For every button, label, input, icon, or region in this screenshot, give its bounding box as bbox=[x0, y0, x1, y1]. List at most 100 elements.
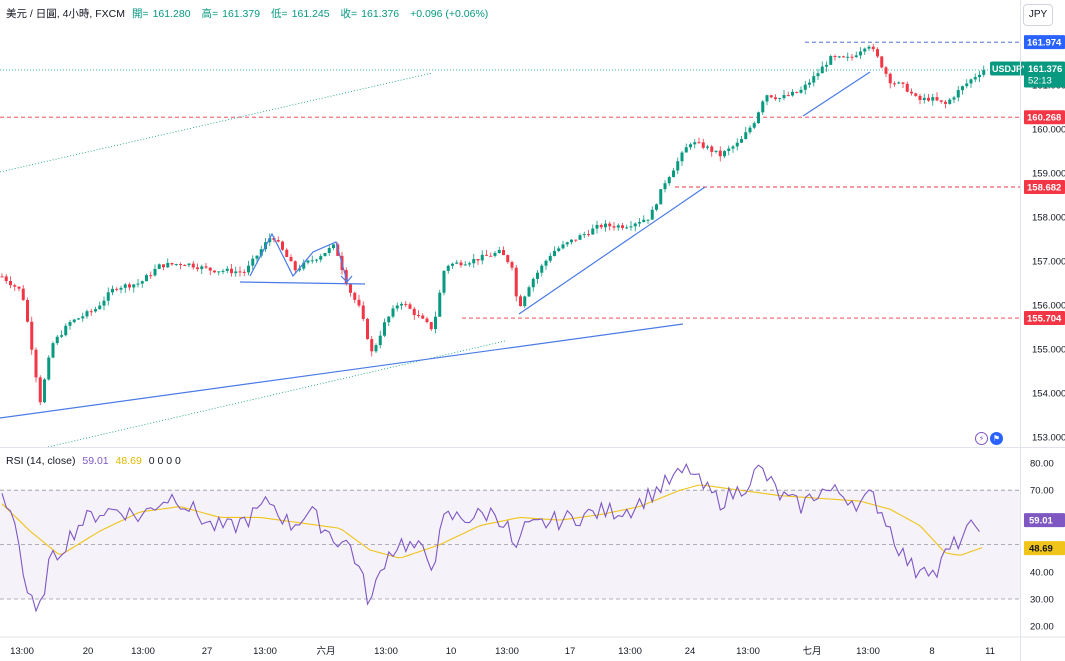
candle-body bbox=[480, 254, 484, 261]
current-price-badge bbox=[1024, 61, 1065, 88]
candle-body bbox=[948, 99, 952, 104]
time-axis[interactable]: 13:00 20 13:00 27 13:00 六月 13:00 10 13:00 17 13:00… bbox=[0, 636, 1065, 661]
candle-body bbox=[612, 226, 616, 228]
candle-body bbox=[281, 241, 284, 250]
candle-body bbox=[672, 170, 675, 178]
candle-body bbox=[383, 322, 386, 336]
candle-body bbox=[527, 287, 531, 297]
candle-body bbox=[642, 219, 646, 223]
candle-body bbox=[89, 311, 93, 313]
candle-body bbox=[238, 271, 242, 273]
rsi-label[interactable]: RSI (14, close) bbox=[6, 455, 76, 467]
candle-body bbox=[591, 228, 595, 235]
candle-body bbox=[153, 268, 157, 276]
candle-body bbox=[391, 308, 395, 317]
rsi-value: 59.01 bbox=[82, 455, 109, 467]
candle-body bbox=[255, 255, 259, 259]
symbol-name[interactable]: 美元 / 日圓, 4小時, FXCM bbox=[6, 8, 126, 20]
candle-body bbox=[931, 97, 935, 101]
event-badges[interactable]: ⚡ ⚑ bbox=[975, 428, 1005, 446]
candle-body bbox=[463, 264, 467, 266]
candle-body bbox=[548, 255, 552, 261]
price-chart[interactable]: 162.000161.000160.000159.000158.000157.0… bbox=[0, 0, 1065, 448]
candle-body bbox=[162, 264, 165, 268]
candle-body bbox=[769, 95, 773, 98]
candle-body bbox=[553, 250, 556, 256]
candle-body bbox=[132, 284, 136, 288]
candle-body bbox=[242, 271, 246, 273]
candle-body bbox=[876, 49, 879, 57]
candle-body bbox=[922, 97, 926, 100]
candle-body bbox=[863, 48, 867, 52]
candle-body bbox=[208, 267, 212, 271]
double-top-arrow bbox=[340, 275, 353, 283]
candle-body bbox=[425, 318, 429, 323]
candle-body bbox=[880, 56, 884, 68]
candle-body bbox=[812, 76, 816, 83]
candle-body bbox=[735, 142, 739, 147]
candle-body bbox=[837, 56, 841, 58]
time-tick-label: 11 bbox=[985, 646, 995, 657]
rsi-panel[interactable]: 80.0070.0060.0050.0040.0030.0020.0059.01… bbox=[0, 448, 1065, 636]
double-top-pattern bbox=[249, 232, 348, 282]
level-price-badge bbox=[1024, 110, 1065, 125]
candle-body bbox=[961, 86, 964, 91]
candle-body bbox=[587, 234, 590, 236]
rsi-tick-label: 30.00 bbox=[1030, 595, 1054, 606]
current-price-label: 161.376 bbox=[1028, 64, 1062, 75]
candle-body bbox=[306, 260, 310, 263]
candle-body bbox=[302, 262, 306, 269]
time-tick-label: 10 bbox=[446, 646, 457, 657]
symbol-legend[interactable]: 美元 / 日圓, 4小時, FXCM 開= 161.280 高= 161.379 低… bbox=[6, 6, 492, 21]
rsi-ma-badge bbox=[1024, 541, 1065, 556]
candle-body bbox=[276, 240, 280, 242]
candle-body bbox=[786, 95, 790, 97]
rsi-tick-label: 40.00 bbox=[1030, 567, 1054, 578]
candle-body bbox=[404, 303, 408, 305]
rsi-axis: 80.0070.0060.0050.0040.0030.0020.0059.01… bbox=[1021, 448, 1065, 636]
level-price-label: 155.704 bbox=[1027, 314, 1062, 325]
pane-divider[interactable] bbox=[0, 447, 1065, 448]
candle-body bbox=[927, 97, 930, 101]
candle-body bbox=[446, 265, 450, 271]
rsi-value-badge bbox=[1024, 513, 1065, 528]
currency-button[interactable]: JPY bbox=[1023, 4, 1053, 26]
candle-body bbox=[570, 239, 573, 243]
rsi-legend[interactable]: RSI (14, close) 59.01 48.69 0 0 0 0 bbox=[6, 455, 185, 467]
candle-body bbox=[684, 147, 688, 153]
candle-body bbox=[468, 263, 471, 265]
candle-body bbox=[157, 264, 161, 269]
candle-body bbox=[918, 95, 922, 100]
candle-body bbox=[846, 56, 850, 58]
candle-body bbox=[106, 292, 110, 301]
candle-body bbox=[638, 222, 641, 224]
candle-body bbox=[816, 73, 820, 77]
rsi-ma-value: 48.69 bbox=[115, 455, 142, 467]
candle-body bbox=[854, 55, 858, 58]
candle-body bbox=[714, 150, 718, 152]
candle-body bbox=[697, 142, 701, 144]
time-tick-label: 13:00 bbox=[736, 646, 760, 657]
candle-body bbox=[43, 379, 46, 403]
flash-icon[interactable]: ⚡ bbox=[975, 432, 988, 445]
candle-body bbox=[187, 263, 191, 266]
candle-body bbox=[757, 112, 760, 124]
price-tick-label: 153.000 bbox=[1032, 433, 1065, 444]
candle-body bbox=[693, 142, 697, 145]
level-price-label: 161.974 bbox=[1027, 38, 1062, 49]
candle-body bbox=[400, 303, 403, 306]
candle-body bbox=[196, 267, 199, 270]
us-flag-icon[interactable]: ⚑ bbox=[990, 432, 1003, 445]
candle-body bbox=[34, 349, 38, 378]
high-value: 高= 161.379 bbox=[201, 8, 261, 20]
candle-body bbox=[531, 278, 535, 288]
candle-body bbox=[145, 275, 148, 282]
candle-body bbox=[357, 299, 361, 306]
candle-body bbox=[179, 264, 182, 266]
candle-body bbox=[472, 258, 476, 264]
candle-body bbox=[349, 284, 352, 293]
candle-body bbox=[884, 67, 888, 74]
double-top-neckline bbox=[239, 281, 366, 285]
candle-body bbox=[655, 204, 658, 210]
candle-body bbox=[55, 336, 59, 344]
